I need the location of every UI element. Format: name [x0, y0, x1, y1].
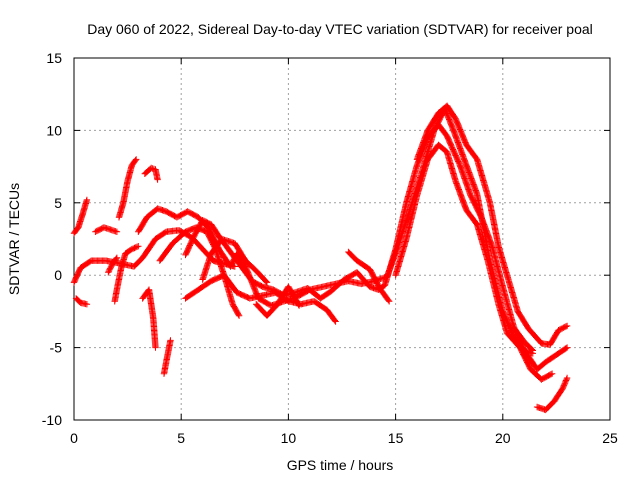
plus-marker: [113, 254, 121, 261]
series-track-5: [105, 254, 121, 276]
series-track-3: [72, 295, 91, 308]
y-tick-label: 5: [54, 195, 62, 211]
plus-marker: [235, 312, 243, 319]
y-tick-label: -10: [42, 412, 62, 428]
plus-marker: [528, 346, 536, 353]
series-track-6: [115, 156, 140, 221]
plus-marker: [386, 298, 393, 305]
x-tick-label: 25: [602, 430, 618, 446]
plus-marker: [152, 344, 159, 351]
plus-marker: [385, 297, 392, 304]
series-track-20: [512, 327, 536, 354]
plus-marker: [331, 317, 338, 324]
x-axis-label: GPS time / hours: [287, 457, 394, 473]
y-tick-labels: -10 -5 0 5 10 15: [42, 50, 62, 428]
series-track-4: [92, 224, 121, 235]
plus-marker: [263, 279, 271, 286]
y-axis-label: SDTVAR / TECUs: [6, 183, 22, 295]
plus-marker: [332, 318, 339, 325]
plus-marker: [154, 176, 161, 183]
plus-marker: [113, 255, 120, 262]
plus-marker: [563, 374, 571, 382]
plus-marker: [562, 345, 570, 352]
y-tick-label: -5: [50, 340, 63, 356]
plus-marker: [529, 347, 536, 354]
x-tick-label: 5: [177, 430, 185, 446]
x-tick-label: 0: [70, 430, 78, 446]
x-tick-label: 15: [388, 430, 404, 446]
plus-marker: [563, 344, 571, 351]
plus-marker: [562, 323, 570, 330]
series-track-16: [253, 283, 303, 319]
plus-marker: [235, 311, 242, 318]
x-tick-label: 10: [281, 430, 297, 446]
x-tick-labels: 0 5 10 15 20 25: [70, 430, 618, 446]
plus-marker: [295, 301, 302, 308]
series-track-21: [533, 374, 571, 414]
plus-marker: [563, 322, 571, 330]
series-track-18: [392, 141, 556, 383]
plus-marker: [167, 337, 174, 344]
series-track-14: [182, 272, 339, 325]
series-track-7: [141, 164, 161, 183]
x-tick-label: 20: [495, 430, 511, 446]
y-tick-label: 0: [54, 267, 62, 283]
series-track-19: [413, 102, 571, 348]
series-track-9: [139, 286, 159, 351]
series-track-8: [111, 243, 142, 305]
series-track-11: [135, 105, 571, 373]
y-tick-label: 10: [46, 122, 62, 138]
plus-marker: [113, 228, 121, 235]
plus-marker: [135, 243, 142, 250]
series-track-10: [160, 337, 174, 377]
plus-marker: [133, 156, 140, 163]
plus-marker: [132, 157, 139, 164]
series-track-17: [345, 248, 393, 305]
plus-marker: [295, 302, 303, 309]
plus-marker: [548, 370, 556, 377]
plus-marker: [262, 278, 270, 285]
series-track-1: [70, 196, 91, 237]
plus-marker: [547, 371, 555, 378]
chart-title: Day 060 of 2022, Sidereal Day-to-day VTE…: [87, 21, 593, 37]
y-tick-label: 15: [46, 50, 62, 66]
plus-marker: [133, 243, 141, 250]
plot-frame: [73, 57, 611, 421]
plus-marker: [83, 301, 91, 308]
series-track-15: [199, 235, 271, 286]
data-points: [70, 102, 571, 414]
plus-marker: [83, 196, 91, 204]
